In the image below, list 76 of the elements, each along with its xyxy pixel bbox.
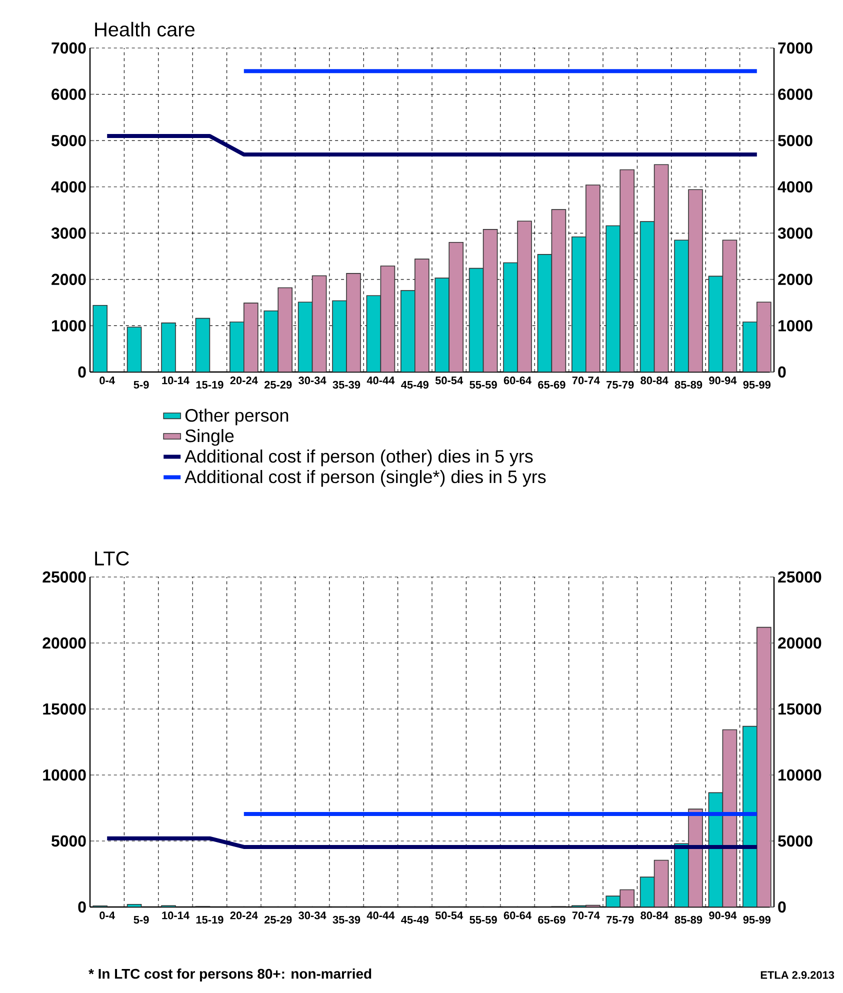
x-tick-label: 45-49 — [401, 916, 429, 924]
x-tick-label: 75-79 — [606, 916, 634, 924]
y-tick-label: 0 — [78, 366, 86, 378]
y-tick-label: 5000 — [52, 835, 86, 847]
x-tick-label: 75-79 — [606, 380, 634, 389]
x-tick-label: 50-54 — [435, 376, 464, 384]
y-tick-label: 15000 — [43, 703, 86, 715]
x-tick-label: 0-4 — [100, 376, 115, 384]
x-tick-label: 30-34 — [298, 376, 326, 384]
chart-title: LTC — [95, 551, 129, 566]
y-tick-label: 6000 — [52, 88, 86, 100]
y2-tick-label: 0 — [778, 901, 786, 913]
chart-title: Health care — [95, 22, 194, 37]
y-tick-label: 1000 — [52, 320, 86, 332]
y-tick-label: 5000 — [52, 134, 86, 146]
y2-tick-label: 5000 — [778, 134, 812, 146]
legend-label: Additional cost if person (other) dies in 5 yrs — [184, 450, 533, 466]
x-tick-label: 0-4 — [100, 912, 115, 920]
y2-tick-label: 6000 — [778, 88, 812, 100]
y-tick-label: 4000 — [51, 181, 86, 193]
y-tick-label: 0 — [78, 901, 86, 913]
x-tick-label: 5-9 — [134, 380, 149, 389]
x-tick-label: 70-74 — [572, 912, 600, 920]
y-tick-label: 3000 — [51, 228, 86, 239]
x-tick-label: 60-64 — [504, 376, 532, 384]
x-tick-label: 65-69 — [538, 916, 566, 924]
x-tick-label: 90-94 — [709, 912, 737, 920]
x-tick-label: 30-34 — [298, 912, 326, 920]
y2-tick-label: 4000 — [778, 181, 812, 193]
y-tick-label: 20000 — [42, 637, 86, 649]
x-tick-label: 25-29 — [264, 916, 292, 924]
x-tick-label: 55-59 — [470, 916, 497, 924]
x-tick-label: 80-84 — [640, 376, 668, 384]
y2-tick-label: 5000 — [778, 835, 812, 847]
y2-tick-label: 15000 — [778, 703, 822, 715]
y-tick-label: 2000 — [52, 274, 86, 286]
x-tick-label: 20-24 — [230, 376, 258, 384]
x-tick-label: 5-9 — [134, 916, 149, 924]
legend-label: Additional cost if person (single*) dies in 5 yrs — [184, 470, 546, 487]
y2-tick-label: 7000 — [778, 42, 812, 54]
y2-tick-label: 2000 — [778, 274, 812, 286]
x-tick-label: 60-64 — [504, 912, 532, 920]
x-tick-label: 35-39 — [332, 380, 360, 389]
x-tick-label: 55-59 — [470, 380, 497, 389]
x-tick-label: 15-19 — [196, 380, 224, 389]
y2-tick-label: 10000 — [778, 769, 822, 781]
y2-tick-label: 0 — [778, 366, 786, 378]
x-tick-label: 95-99 — [743, 916, 771, 924]
y-tick-label: 7000 — [52, 42, 86, 54]
x-tick-label: 35-39 — [332, 916, 360, 924]
y2-tick-label: 20000 — [778, 637, 822, 649]
x-tick-label: 15-19 — [196, 916, 224, 924]
x-tick-label: 70-74 — [572, 376, 600, 384]
x-tick-label: 20-24 — [230, 912, 258, 920]
x-tick-label: 80-84 — [640, 912, 668, 920]
x-tick-label: 45-49 — [401, 380, 429, 389]
y-tick-label: 10000 — [43, 769, 86, 781]
x-tick-label: 95-99 — [743, 380, 771, 389]
x-tick-label: 50-54 — [435, 912, 464, 920]
text: ETLA 2.9.2013 — [760, 971, 834, 979]
x-tick-label: 10-14 — [162, 376, 190, 384]
legend-label: Other person — [185, 408, 288, 426]
y2-tick-label: 25000 — [778, 571, 822, 583]
x-tick-label: 85-89 — [674, 916, 702, 924]
x-tick-label: 90-94 — [709, 376, 737, 384]
legend-label: Single — [185, 429, 234, 446]
x-tick-label: 40-44 — [366, 912, 395, 920]
x-tick-label: 25-29 — [264, 380, 292, 389]
x-tick-label: 40-44 — [366, 376, 395, 384]
x-tick-label: 10-14 — [162, 912, 190, 920]
text: * In LTC cost for persons 80+: non-married — [88, 968, 372, 982]
x-tick-label: 65-69 — [538, 380, 566, 389]
y2-tick-label: 3000 — [778, 228, 812, 239]
y-tick-label: 25000 — [42, 571, 86, 583]
y2-tick-label: 1000 — [778, 320, 812, 332]
x-tick-label: 85-89 — [674, 380, 702, 389]
